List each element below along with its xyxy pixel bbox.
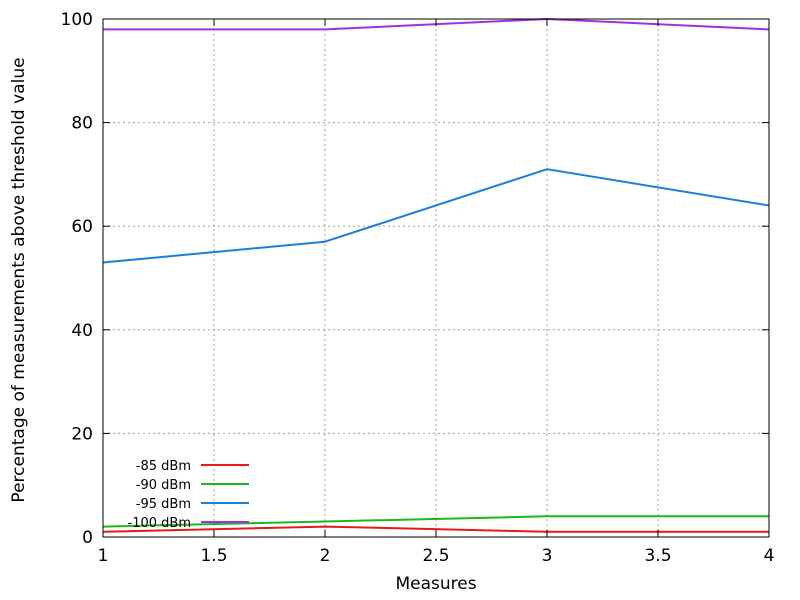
axis-ticks [102, 18, 770, 538]
x-tick-label: 1.5 [200, 546, 227, 566]
legend-label: -90 dBm [136, 478, 191, 493]
series-line-2 [102, 168, 770, 264]
y-tick-label: 80 [71, 114, 93, 134]
x-tick-label: 2 [320, 546, 331, 566]
series-line-1 [102, 515, 769, 528]
legend-label: -85 dBm [136, 459, 191, 474]
x-tick-label: 1 [98, 546, 109, 566]
x-axis-title: Measures [395, 574, 476, 594]
y-tick-label: 100 [61, 10, 93, 30]
legend: -85 dBm -90 dBm -95 dBm -100 dBm [128, 459, 249, 531]
y-tick-label: 60 [71, 217, 93, 237]
y-tick-label: 40 [71, 321, 93, 341]
legend-label: -100 dBm [128, 516, 191, 531]
x-tick-label: 3 [542, 546, 553, 566]
x-tick-label: 4 [764, 546, 775, 566]
y-tick-label: 20 [71, 424, 93, 444]
x-tick-label: 2.5 [422, 546, 449, 566]
x-tick-label: 3.5 [644, 546, 671, 566]
y-axis-title: Percentage of measurements above thresho… [9, 57, 29, 502]
grid [103, 19, 769, 537]
legend-label: -95 dBm [136, 497, 191, 512]
y-tick-label: 0 [82, 528, 93, 548]
